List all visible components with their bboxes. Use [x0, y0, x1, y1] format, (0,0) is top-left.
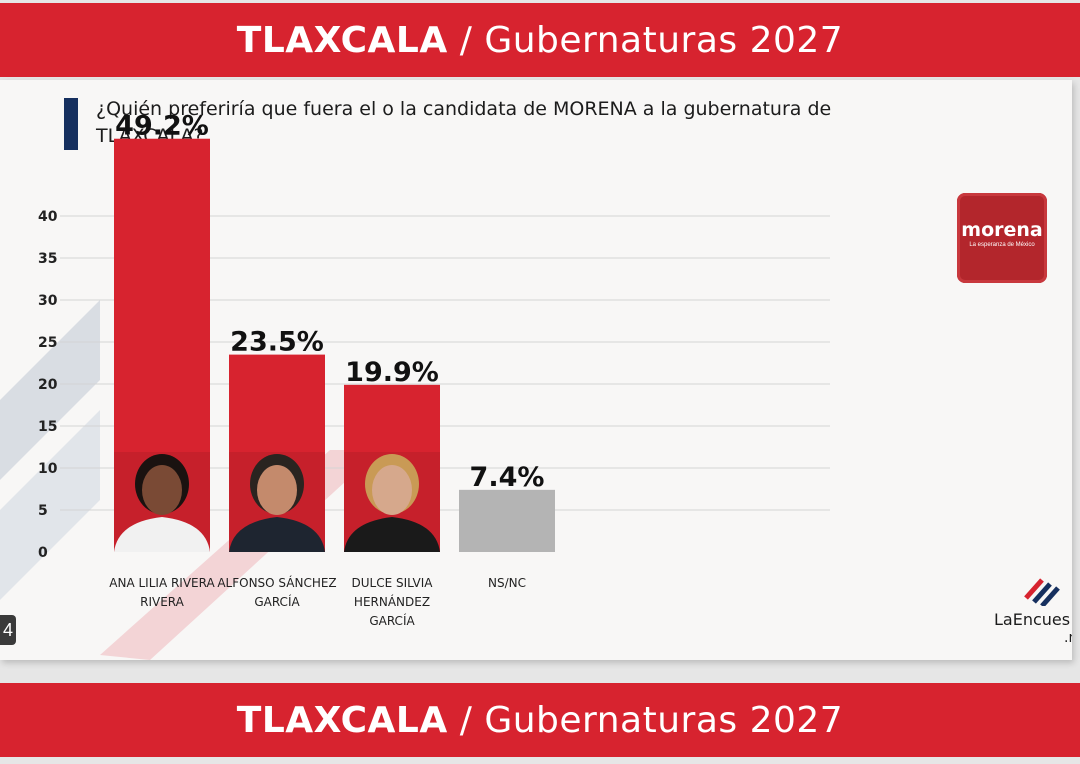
candidate-photo-torso — [114, 517, 210, 552]
candidate-photo-torso — [229, 517, 325, 552]
morena-logo: morena La esperanza de México — [957, 193, 1047, 283]
y-tick-label: 40 — [38, 209, 58, 225]
data-label: 23.5% — [230, 327, 324, 358]
y-tick-label: 30 — [38, 293, 58, 309]
footer-separator: / — [459, 699, 473, 741]
background-ribbon — [0, 300, 100, 480]
bar — [459, 489, 555, 552]
morena-logo-tagline: La esperanza de México — [969, 242, 1035, 248]
y-tick-label: 35 — [38, 251, 57, 267]
pollster-mark-icon — [1024, 578, 1060, 606]
candidate-photo-face — [257, 465, 297, 515]
data-label: 19.9% — [345, 357, 439, 388]
pollster-name: LaEncues — [994, 610, 1071, 629]
candidate-photo-face — [142, 465, 182, 515]
y-tick-label: 20 — [38, 377, 58, 393]
data-label: 7.4% — [470, 462, 545, 493]
candidate-photo-torso — [344, 517, 440, 552]
pollster-suffix: .m — [1064, 630, 1072, 646]
y-tick-label: 10 — [38, 461, 58, 477]
pollster-logo: LaEncues .m — [990, 560, 1072, 650]
category-label: GARCÍA — [254, 594, 300, 609]
y-tick-label: 5 — [38, 503, 48, 519]
header-separator: / — [459, 19, 473, 61]
footer-topic: Gubernaturas 2027 — [484, 699, 844, 741]
header-topic: Gubernaturas 2027 — [484, 19, 844, 61]
y-tick-label: 0 — [38, 545, 48, 561]
category-label: GARCÍA — [369, 613, 415, 628]
chart-card: ¿Quién preferiría que fuera el o la cand… — [0, 80, 1072, 660]
y-tick-label: 15 — [38, 419, 57, 435]
category-label: ALFONSO SÁNCHEZ — [217, 575, 336, 590]
header-banner: TLAXCALA / Gubernaturas 2027 — [0, 3, 1080, 77]
edge-label: 4 — [0, 615, 16, 645]
bar-chart: 0 5 10 15 20 25 30 35 40 49.2% ANA LILIA RIVERA RIV… — [0, 111, 830, 660]
category-label: RIVERA — [140, 595, 185, 609]
question-accent-bar — [64, 98, 78, 150]
y-tick-label: 25 — [38, 335, 57, 351]
morena-logo-name: morena — [961, 219, 1043, 241]
category-label: DULCE SILVIA — [352, 576, 434, 590]
category-label: HERNÁNDEZ — [354, 594, 430, 609]
footer-banner: TLAXCALA / Gubernaturas 2027 — [0, 683, 1080, 757]
background-ribbon — [0, 410, 100, 600]
data-label: 49.2% — [115, 111, 209, 142]
category-label: ANA LILIA RIVERA — [109, 576, 215, 590]
category-label: NS/NC — [488, 576, 526, 590]
footer-region: TLAXCALA — [236, 699, 448, 741]
candidate-photo-face — [372, 465, 412, 515]
header-region: TLAXCALA — [236, 19, 448, 61]
